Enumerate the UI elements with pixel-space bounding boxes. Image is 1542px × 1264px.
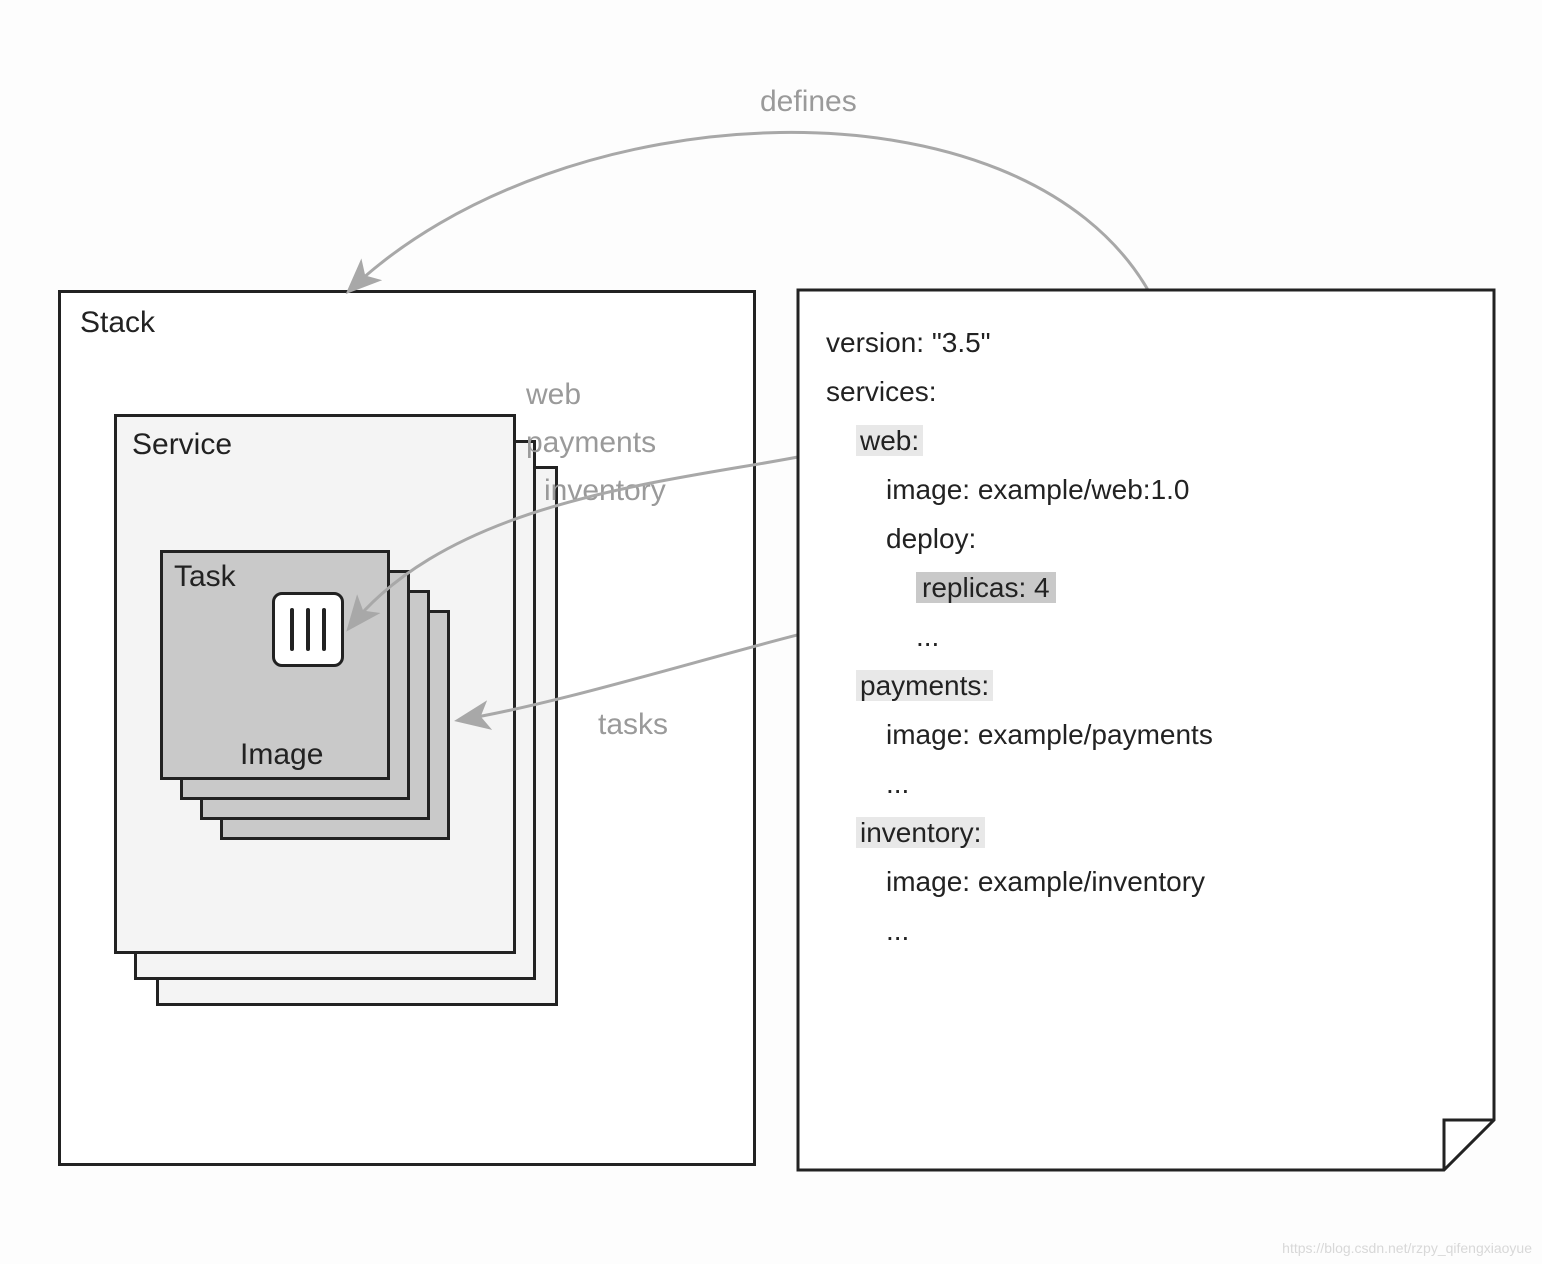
stack-label: Stack: [80, 306, 155, 340]
yaml-line: web:: [826, 416, 1488, 465]
defines-arrow: [350, 132, 1148, 290]
yaml-line: image: example/payments: [826, 710, 1488, 759]
yaml-file-fold: [1444, 1120, 1494, 1170]
service-name-payments: payments: [526, 426, 656, 460]
service-name-web: web: [526, 378, 581, 412]
yaml-content-wrapper: version: "3.5"services:web:image: exampl…: [826, 318, 1488, 955]
defines-label: defines: [760, 85, 857, 119]
yaml-line: replicas: 4: [826, 563, 1488, 612]
yaml-line: version: "3.5": [826, 318, 1488, 367]
watermark: https://blog.csdn.net/rzpy_qifengxiaoyue: [1282, 1240, 1532, 1256]
yaml-line: payments:: [826, 661, 1488, 710]
yaml-line: ...: [826, 612, 1488, 661]
service-label: Service: [132, 428, 232, 462]
image-icon: [272, 592, 344, 667]
yaml-line: ...: [826, 906, 1488, 955]
task-label: Task: [174, 560, 236, 594]
yaml-line: ...: [826, 759, 1488, 808]
service-name-inventory: inventory: [544, 474, 666, 508]
tasks-annotation: tasks: [598, 708, 668, 742]
image-label: Image: [240, 738, 323, 772]
yaml-line: image: example/web:1.0: [826, 465, 1488, 514]
yaml-line: image: example/inventory: [826, 857, 1488, 906]
yaml-line: services:: [826, 367, 1488, 416]
yaml-line: deploy:: [826, 514, 1488, 563]
yaml-line: inventory:: [826, 808, 1488, 857]
